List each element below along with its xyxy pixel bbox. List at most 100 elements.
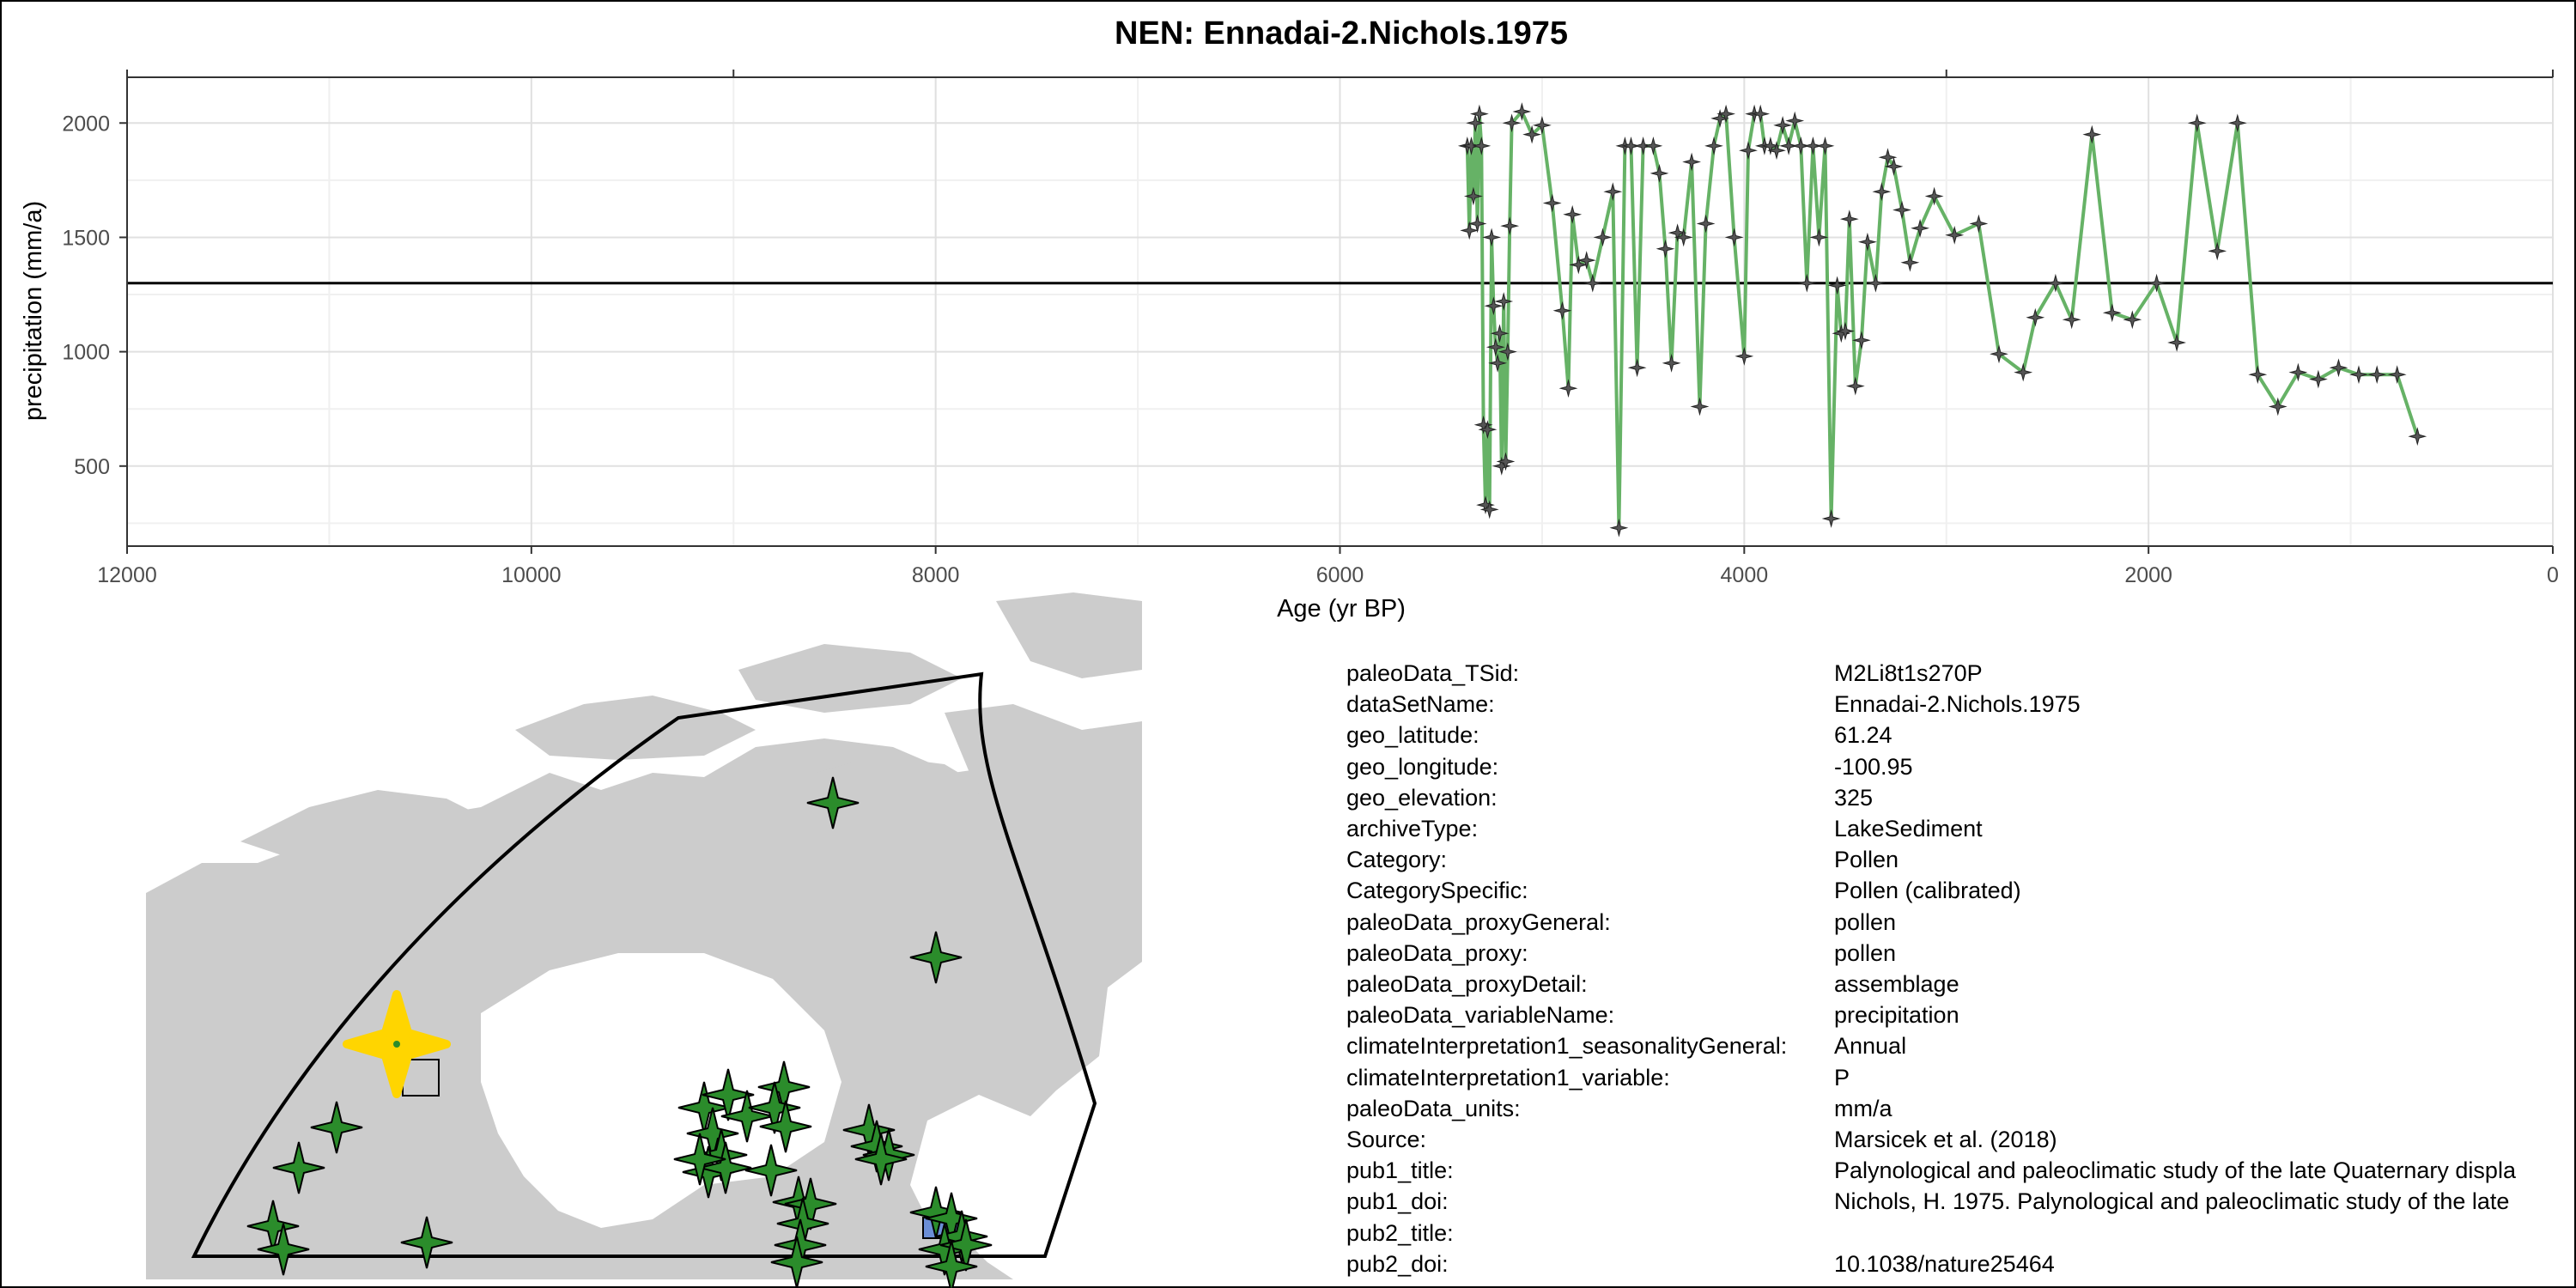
data-point — [1467, 214, 1487, 234]
data-point — [1500, 216, 1520, 235]
site-marker — [939, 1218, 993, 1272]
metadata-value: pollen — [1834, 939, 1897, 966]
data-point — [1460, 221, 1479, 240]
data-point — [1857, 232, 1877, 252]
grid — [126, 77, 2554, 546]
data-point — [1577, 251, 1596, 270]
metadata-value: Annual — [1834, 1033, 1907, 1060]
site-marker — [806, 776, 860, 829]
site-marker — [759, 1100, 812, 1153]
data-point — [2408, 427, 2427, 447]
metadata-value: Palynological and paleoclimatic study of… — [1834, 1157, 2516, 1184]
data-point — [1911, 218, 1930, 238]
island-6 — [996, 592, 1142, 678]
data-point — [1668, 223, 1687, 242]
data-point — [2045, 273, 2065, 293]
metadata-key: geo_latitude: — [1346, 722, 1479, 749]
metadata-value: mm/a — [1834, 1095, 1893, 1121]
island-5 — [945, 704, 1142, 850]
site-marker — [784, 1177, 837, 1230]
data-point — [1466, 113, 1485, 133]
y-axis-label: precipitation (mm/a) — [20, 201, 47, 421]
metadata-value: Nichols, H. 1975. Palynological and pale… — [1834, 1188, 2510, 1215]
site-marker — [854, 1133, 908, 1186]
data-point — [2349, 365, 2368, 385]
metadata-panel: paleoData_TSid: M2Li8t1s270P dataSetName: E… — [1346, 658, 2573, 1285]
x-tick-label: 10000 — [501, 563, 562, 587]
metadata-value: pollen — [1834, 908, 1897, 935]
precipitation-timeseries-chart: NEN: Ennadai-2.Nichols.1975 12000 10000 80… — [20, 15, 2559, 623]
site-marker — [909, 931, 963, 984]
data-point — [1633, 136, 1653, 155]
data-point — [2062, 310, 2081, 330]
data-point — [2102, 303, 2122, 323]
data-point — [1815, 136, 1835, 155]
data-point — [2208, 241, 2227, 261]
data-point — [1682, 152, 1701, 172]
data-point — [2248, 365, 2268, 385]
data-point — [1542, 193, 1562, 213]
metadata-value: 325 — [1834, 784, 1874, 811]
hudson-bay-water — [481, 953, 841, 1228]
x-tick-label: 6000 — [1316, 563, 1364, 587]
data-point — [1767, 141, 1786, 161]
region-outline — [191, 671, 1097, 1258]
data-point — [2367, 365, 2387, 385]
data-point — [1751, 104, 1771, 124]
site-markers — [246, 776, 993, 1288]
data-point — [1484, 296, 1504, 316]
metadata-key: paleoData_TSid: — [1346, 660, 1520, 686]
island-1 — [240, 790, 481, 859]
data-point — [1674, 228, 1693, 247]
data-point — [1627, 358, 1647, 378]
metadata-key: Category: — [1346, 847, 1448, 873]
metadata-key: paleoData_proxyGeneral: — [1346, 908, 1611, 935]
metadata-key: paleoData_units: — [1346, 1095, 1521, 1121]
metadata-key: Source: — [1346, 1127, 1427, 1152]
data-point — [1821, 509, 1841, 528]
data-point — [1469, 104, 1489, 124]
data-point — [1472, 136, 1492, 155]
data-point — [1690, 397, 1710, 416]
data-point — [1512, 102, 1532, 121]
axes: 12000 10000 8000 6000 4000 2000 0 500 1000 1500 20… — [62, 70, 2559, 587]
island-3 — [738, 644, 962, 713]
metadata-value: 61.24 — [1834, 722, 1893, 749]
site-marker — [770, 1236, 823, 1288]
metadata-value: precipitation — [1834, 1002, 1959, 1029]
data-point — [2187, 113, 2207, 133]
data-point — [1773, 115, 1793, 135]
data-point — [1724, 228, 1744, 247]
data-point — [1866, 273, 1886, 293]
data-point — [1760, 136, 1780, 155]
data-point — [1836, 321, 1855, 341]
x-tick-label: 12000 — [97, 563, 157, 587]
data-point — [2329, 358, 2348, 378]
data-point — [2147, 273, 2166, 293]
metadata-key: pub1_title: — [1346, 1157, 1454, 1184]
data-point — [1552, 301, 1572, 320]
data-point — [1735, 346, 1754, 366]
data-point — [1696, 214, 1716, 234]
data-point — [1643, 136, 1663, 155]
x-axis-label: Age (yr BP) — [1277, 595, 1406, 623]
y-tick-label: 1500 — [62, 226, 110, 250]
series-line — [1465, 110, 2420, 530]
data-point — [1845, 376, 1865, 396]
metadata-value: P — [1834, 1064, 1850, 1091]
metadata-key: pub2_doi: — [1346, 1250, 1449, 1277]
data-point — [1779, 136, 1799, 155]
data-point — [1583, 273, 1602, 293]
metadata-value: 10.1038/nature25464 — [1834, 1250, 2055, 1277]
site-map — [146, 592, 1142, 1288]
metadata-value: assemblage — [1834, 971, 1959, 997]
data-point — [2268, 397, 2287, 416]
metadata-key: paleoData_variableName: — [1346, 1002, 1615, 1029]
data-point — [1791, 137, 1811, 155]
x-tick-label: 2000 — [2124, 563, 2172, 587]
island-4 — [816, 756, 987, 824]
metadata-value: Pollen (calibrated) — [1834, 878, 2021, 904]
data-point — [1532, 115, 1552, 135]
data-point — [2014, 362, 2033, 382]
site-marker — [699, 1141, 752, 1194]
